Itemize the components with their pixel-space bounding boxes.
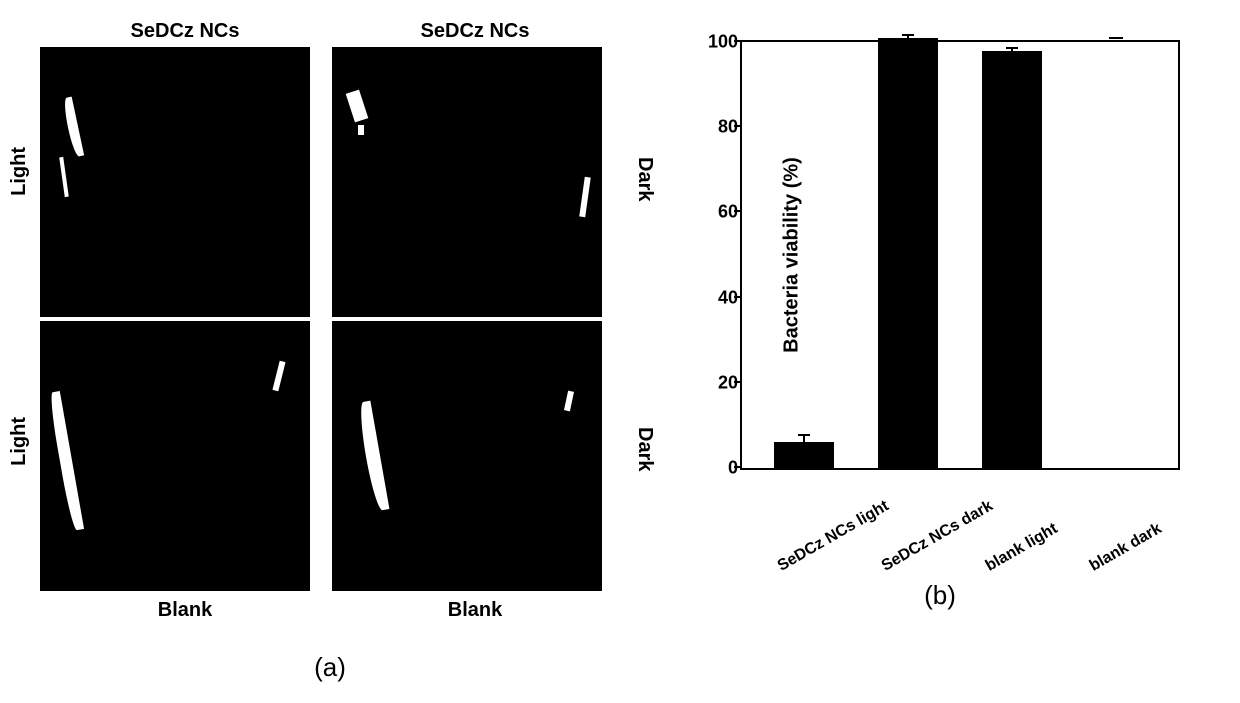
row-label-right: Dark — [633, 427, 656, 471]
bars-container — [742, 42, 1178, 468]
dish-shine — [272, 361, 285, 392]
dish-shine — [564, 391, 574, 412]
panel-a-col-headers: SeDCz NCs SeDCz NCs — [40, 20, 620, 43]
tick-mark — [734, 125, 742, 127]
panel-a-bottom-labels: Blank Blank — [40, 599, 620, 622]
y-tick: 40 — [718, 287, 738, 308]
panel-a-grid — [40, 47, 620, 591]
bar — [878, 38, 938, 468]
tick-mark — [734, 466, 742, 468]
petri-tile — [40, 321, 310, 591]
error-cap — [902, 34, 914, 36]
petri-tile — [40, 47, 310, 317]
x-tick-label: SeDCz NCs dark — [879, 520, 957, 576]
tick-mark — [734, 296, 742, 298]
dish-shine — [579, 177, 591, 217]
dish-shine — [346, 90, 369, 123]
x-labels: SeDCz NCs light SeDCz NCs dark blank lig… — [742, 520, 1178, 538]
row-label-left: Light — [8, 417, 31, 466]
petri-tile — [332, 47, 602, 317]
dish-shine — [48, 391, 84, 531]
col-header: SeDCz NCs — [50, 20, 320, 43]
y-ticks: 0 20 40 60 80 100 — [698, 42, 738, 468]
figure-container: SeDCz NCs SeDCz NCs Light Light Dark Dar… — [0, 0, 1240, 703]
panel-a: SeDCz NCs SeDCz NCs Light Light Dark Dar… — [40, 20, 620, 683]
row-label-left: Light — [8, 147, 31, 196]
y-tick: 100 — [708, 32, 738, 53]
dish-shine — [358, 125, 364, 135]
petri-tile — [332, 321, 602, 591]
tick-mark — [734, 210, 742, 212]
y-tick: 60 — [718, 202, 738, 223]
bar — [774, 442, 834, 468]
error-cap — [798, 434, 810, 436]
panel-b-sublabel: (b) — [680, 580, 1200, 611]
panel-a-grid-wrap: Light Light Dark Dark — [40, 47, 620, 591]
bar — [982, 51, 1042, 468]
bottom-label: Blank — [340, 599, 610, 622]
y-tick: 20 — [718, 372, 738, 393]
bar-wrap — [972, 51, 1052, 468]
x-tick-label: SeDCz NCs light — [775, 520, 853, 576]
dish-shine — [62, 97, 84, 158]
y-tick: 0 — [728, 458, 738, 479]
tick-mark — [734, 381, 742, 383]
chart-box: Bacteria viability (%) 0 20 40 60 80 100 — [740, 40, 1180, 470]
y-tick: 80 — [718, 117, 738, 138]
bottom-label: Blank — [50, 599, 320, 622]
bar-wrap — [1076, 38, 1156, 468]
tick-mark — [734, 40, 742, 42]
x-tick-label: blank light — [983, 520, 1061, 576]
x-tick-label: blank dark — [1087, 520, 1165, 576]
panel-a-sublabel: (a) — [40, 652, 620, 683]
dish-shine — [357, 401, 390, 512]
col-header: SeDCz NCs — [340, 20, 610, 43]
panel-b: Bacteria viability (%) 0 20 40 60 80 100 — [680, 40, 1200, 611]
error-cap — [1006, 47, 1018, 49]
bar-wrap — [764, 442, 844, 468]
marker-only — [1109, 37, 1123, 39]
bar-blank-dark — [1086, 38, 1146, 468]
row-label-right: Dark — [633, 157, 656, 201]
bar-wrap — [868, 38, 948, 468]
dish-shine — [59, 157, 69, 197]
